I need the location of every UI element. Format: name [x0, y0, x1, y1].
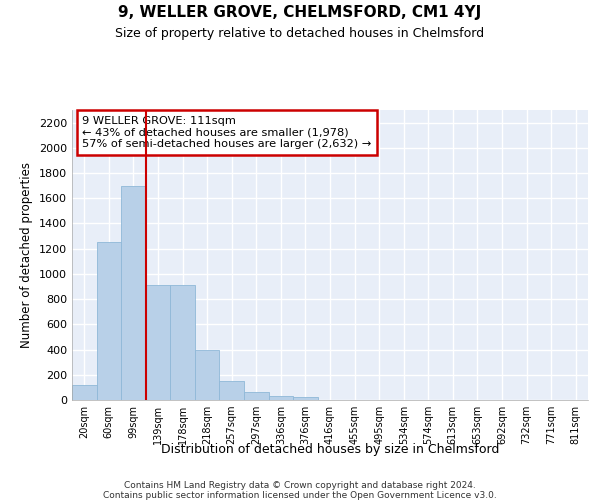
Bar	[244, 392, 269, 400]
Text: Contains public sector information licensed under the Open Government Licence v3: Contains public sector information licen…	[103, 491, 497, 500]
Text: 9, WELLER GROVE, CHELMSFORD, CM1 4YJ: 9, WELLER GROVE, CHELMSFORD, CM1 4YJ	[118, 5, 482, 20]
Bar	[170, 286, 195, 400]
Y-axis label: Number of detached properties: Number of detached properties	[20, 162, 34, 348]
Bar	[121, 186, 146, 400]
Bar	[97, 242, 121, 400]
Text: Distribution of detached houses by size in Chelmsford: Distribution of detached houses by size …	[161, 442, 499, 456]
Text: Contains HM Land Registry data © Crown copyright and database right 2024.: Contains HM Land Registry data © Crown c…	[124, 481, 476, 490]
Bar	[293, 397, 318, 400]
Text: 9 WELLER GROVE: 111sqm
← 43% of detached houses are smaller (1,978)
57% of semi-: 9 WELLER GROVE: 111sqm ← 43% of detached…	[82, 116, 371, 149]
Bar	[146, 286, 170, 400]
Bar	[72, 385, 97, 400]
Bar	[220, 381, 244, 400]
Bar	[195, 350, 220, 400]
Bar	[269, 396, 293, 400]
Text: Size of property relative to detached houses in Chelmsford: Size of property relative to detached ho…	[115, 28, 485, 40]
